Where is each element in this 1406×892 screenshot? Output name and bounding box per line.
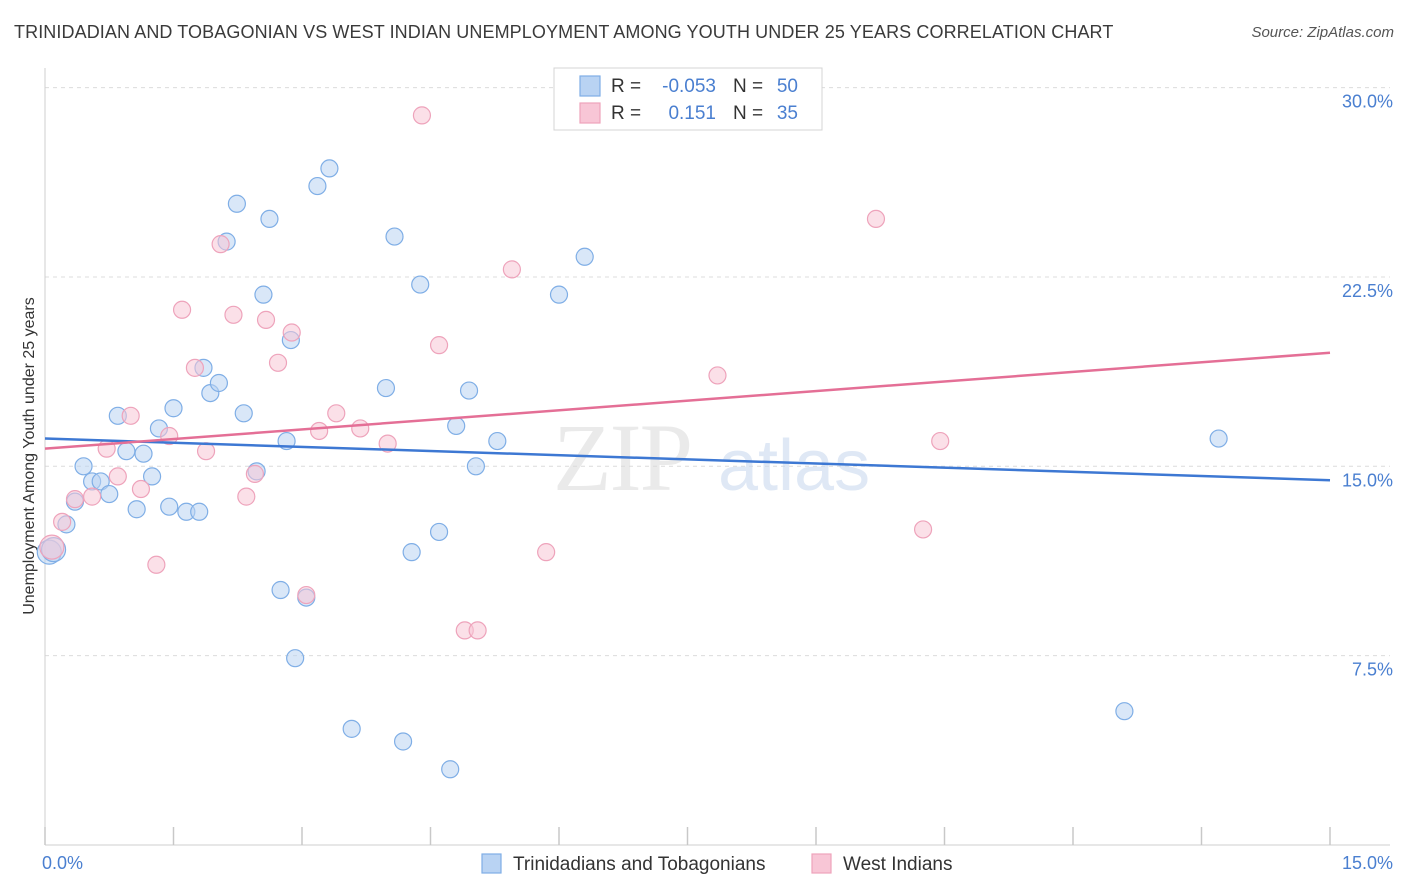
data-point	[268, 353, 288, 372]
data-point	[459, 381, 479, 400]
legend-swatch-trinidadians	[481, 853, 502, 874]
data-point	[308, 176, 327, 196]
data-point	[549, 285, 569, 304]
n-label: N =	[733, 103, 763, 124]
data-point	[297, 585, 316, 605]
y-tick-label: 15.0%	[1342, 470, 1393, 490]
data-point	[429, 522, 449, 542]
data-point	[83, 487, 102, 506]
data-point	[320, 159, 339, 178]
data-point	[227, 194, 246, 213]
data-point	[127, 500, 146, 519]
data-point	[1209, 429, 1228, 448]
data-point	[393, 732, 413, 751]
data-point	[190, 502, 209, 521]
trinidadian-swatch	[579, 75, 601, 97]
x-tick-label: 15.0%	[1342, 853, 1393, 873]
data-point	[260, 209, 279, 229]
trinidadian-trend-line	[44, 437, 1331, 482]
data-point	[351, 419, 370, 438]
r-value: -0.053	[662, 76, 716, 97]
data-point	[254, 285, 273, 304]
data-point	[53, 512, 72, 531]
series-legend: Trinidadians and Tobagonians West Indians	[481, 853, 952, 875]
trinidadian-points	[36, 159, 1228, 779]
n-value: 35	[777, 103, 798, 124]
west-indian-swatch	[579, 102, 601, 124]
data-point	[342, 719, 361, 738]
data-point	[134, 444, 153, 463]
data-point	[411, 275, 430, 294]
data-point	[172, 300, 192, 319]
data-point	[1115, 702, 1134, 721]
data-point	[327, 404, 346, 423]
y-tick-label: 7.5%	[1352, 660, 1393, 680]
data-point	[196, 442, 216, 461]
source-label: Source: ZipAtlas.com	[1251, 24, 1394, 41]
west-indian-trend-line	[44, 351, 1331, 450]
data-point	[224, 305, 243, 324]
r-value: 0.151	[668, 103, 716, 124]
data-point	[537, 543, 556, 562]
y-tick-label: 22.5%	[1342, 281, 1393, 301]
data-point	[91, 472, 110, 491]
legend-label-west-indians: West Indians	[843, 854, 952, 875]
data-point	[237, 487, 256, 506]
n-label: N =	[733, 76, 763, 97]
data-point	[142, 467, 162, 486]
data-point	[74, 457, 93, 476]
legend-label-trinidadians: Trinidadians and Tobagonians	[513, 854, 765, 875]
n-value: 50	[777, 76, 798, 97]
legend-swatch-west-indians	[811, 853, 832, 874]
data-point	[488, 431, 507, 451]
data-point	[931, 431, 950, 451]
data-point	[108, 467, 127, 486]
data-point	[913, 520, 933, 539]
data-point	[121, 406, 140, 425]
data-point	[385, 227, 404, 246]
data-point	[466, 457, 486, 476]
watermark-atlas: atlas	[718, 426, 870, 506]
west-indian-points	[39, 106, 950, 640]
r-label: R =	[611, 76, 641, 97]
data-point	[211, 235, 230, 254]
data-point	[502, 260, 521, 279]
y-tick-label: 30.0%	[1342, 92, 1393, 112]
data-point	[234, 404, 253, 423]
x-tick-label: 0.0%	[42, 853, 83, 873]
data-point	[131, 479, 151, 499]
data-point	[209, 373, 229, 393]
data-point	[164, 399, 183, 418]
data-point	[286, 649, 305, 668]
data-point	[310, 421, 329, 441]
data-point	[100, 484, 119, 504]
data-point	[39, 534, 65, 560]
data-point	[147, 555, 166, 574]
r-label: R =	[611, 103, 641, 124]
data-point	[575, 247, 594, 266]
data-point	[245, 464, 264, 483]
data-point	[185, 358, 205, 377]
data-point	[117, 442, 136, 461]
data-point	[866, 209, 886, 229]
data-point	[256, 310, 276, 329]
data-point	[376, 378, 396, 398]
chart-title: TRINIDADIAN AND TOBAGONIAN VS WEST INDIA…	[14, 22, 1114, 42]
data-point	[65, 490, 85, 509]
data-point	[160, 497, 179, 516]
data-point	[468, 621, 487, 640]
data-point	[402, 543, 421, 562]
data-point	[412, 106, 432, 125]
data-point	[441, 760, 460, 779]
data-point	[378, 434, 397, 453]
data-point	[447, 416, 466, 436]
stats-legend: R = -0.053 N = 50 R = 0.151 N = 35	[553, 67, 823, 131]
data-point	[282, 323, 301, 342]
data-point	[708, 366, 727, 385]
data-point	[271, 580, 290, 600]
data-point	[429, 336, 449, 355]
